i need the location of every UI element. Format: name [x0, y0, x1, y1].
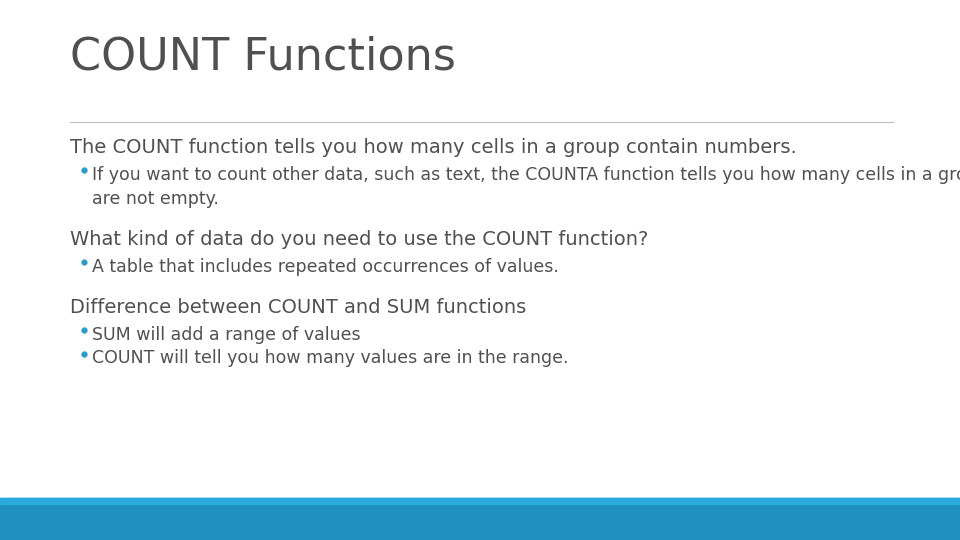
Text: COUNT will tell you how many values are in the range.: COUNT will tell you how many values are … [92, 349, 568, 367]
Text: The COUNT function tells you how many cells in a group contain numbers.: The COUNT function tells you how many ce… [70, 138, 797, 157]
Text: Difference between COUNT and SUM functions: Difference between COUNT and SUM functio… [70, 298, 526, 316]
Text: SUM will add a range of values: SUM will add a range of values [92, 326, 361, 343]
Text: are not empty.: are not empty. [92, 190, 219, 207]
Bar [0, 498, 960, 504]
Text: A table that includes repeated occurrences of values.: A table that includes repeated occurrenc… [92, 258, 559, 275]
Text: COUNT Functions: COUNT Functions [70, 35, 456, 78]
Text: If you want to count other data, such as text, the COUNTA function tells you how: If you want to count other data, such as… [92, 166, 960, 184]
Bar [0, 498, 960, 540]
Text: What kind of data do you need to use the COUNT function?: What kind of data do you need to use the… [70, 230, 648, 248]
